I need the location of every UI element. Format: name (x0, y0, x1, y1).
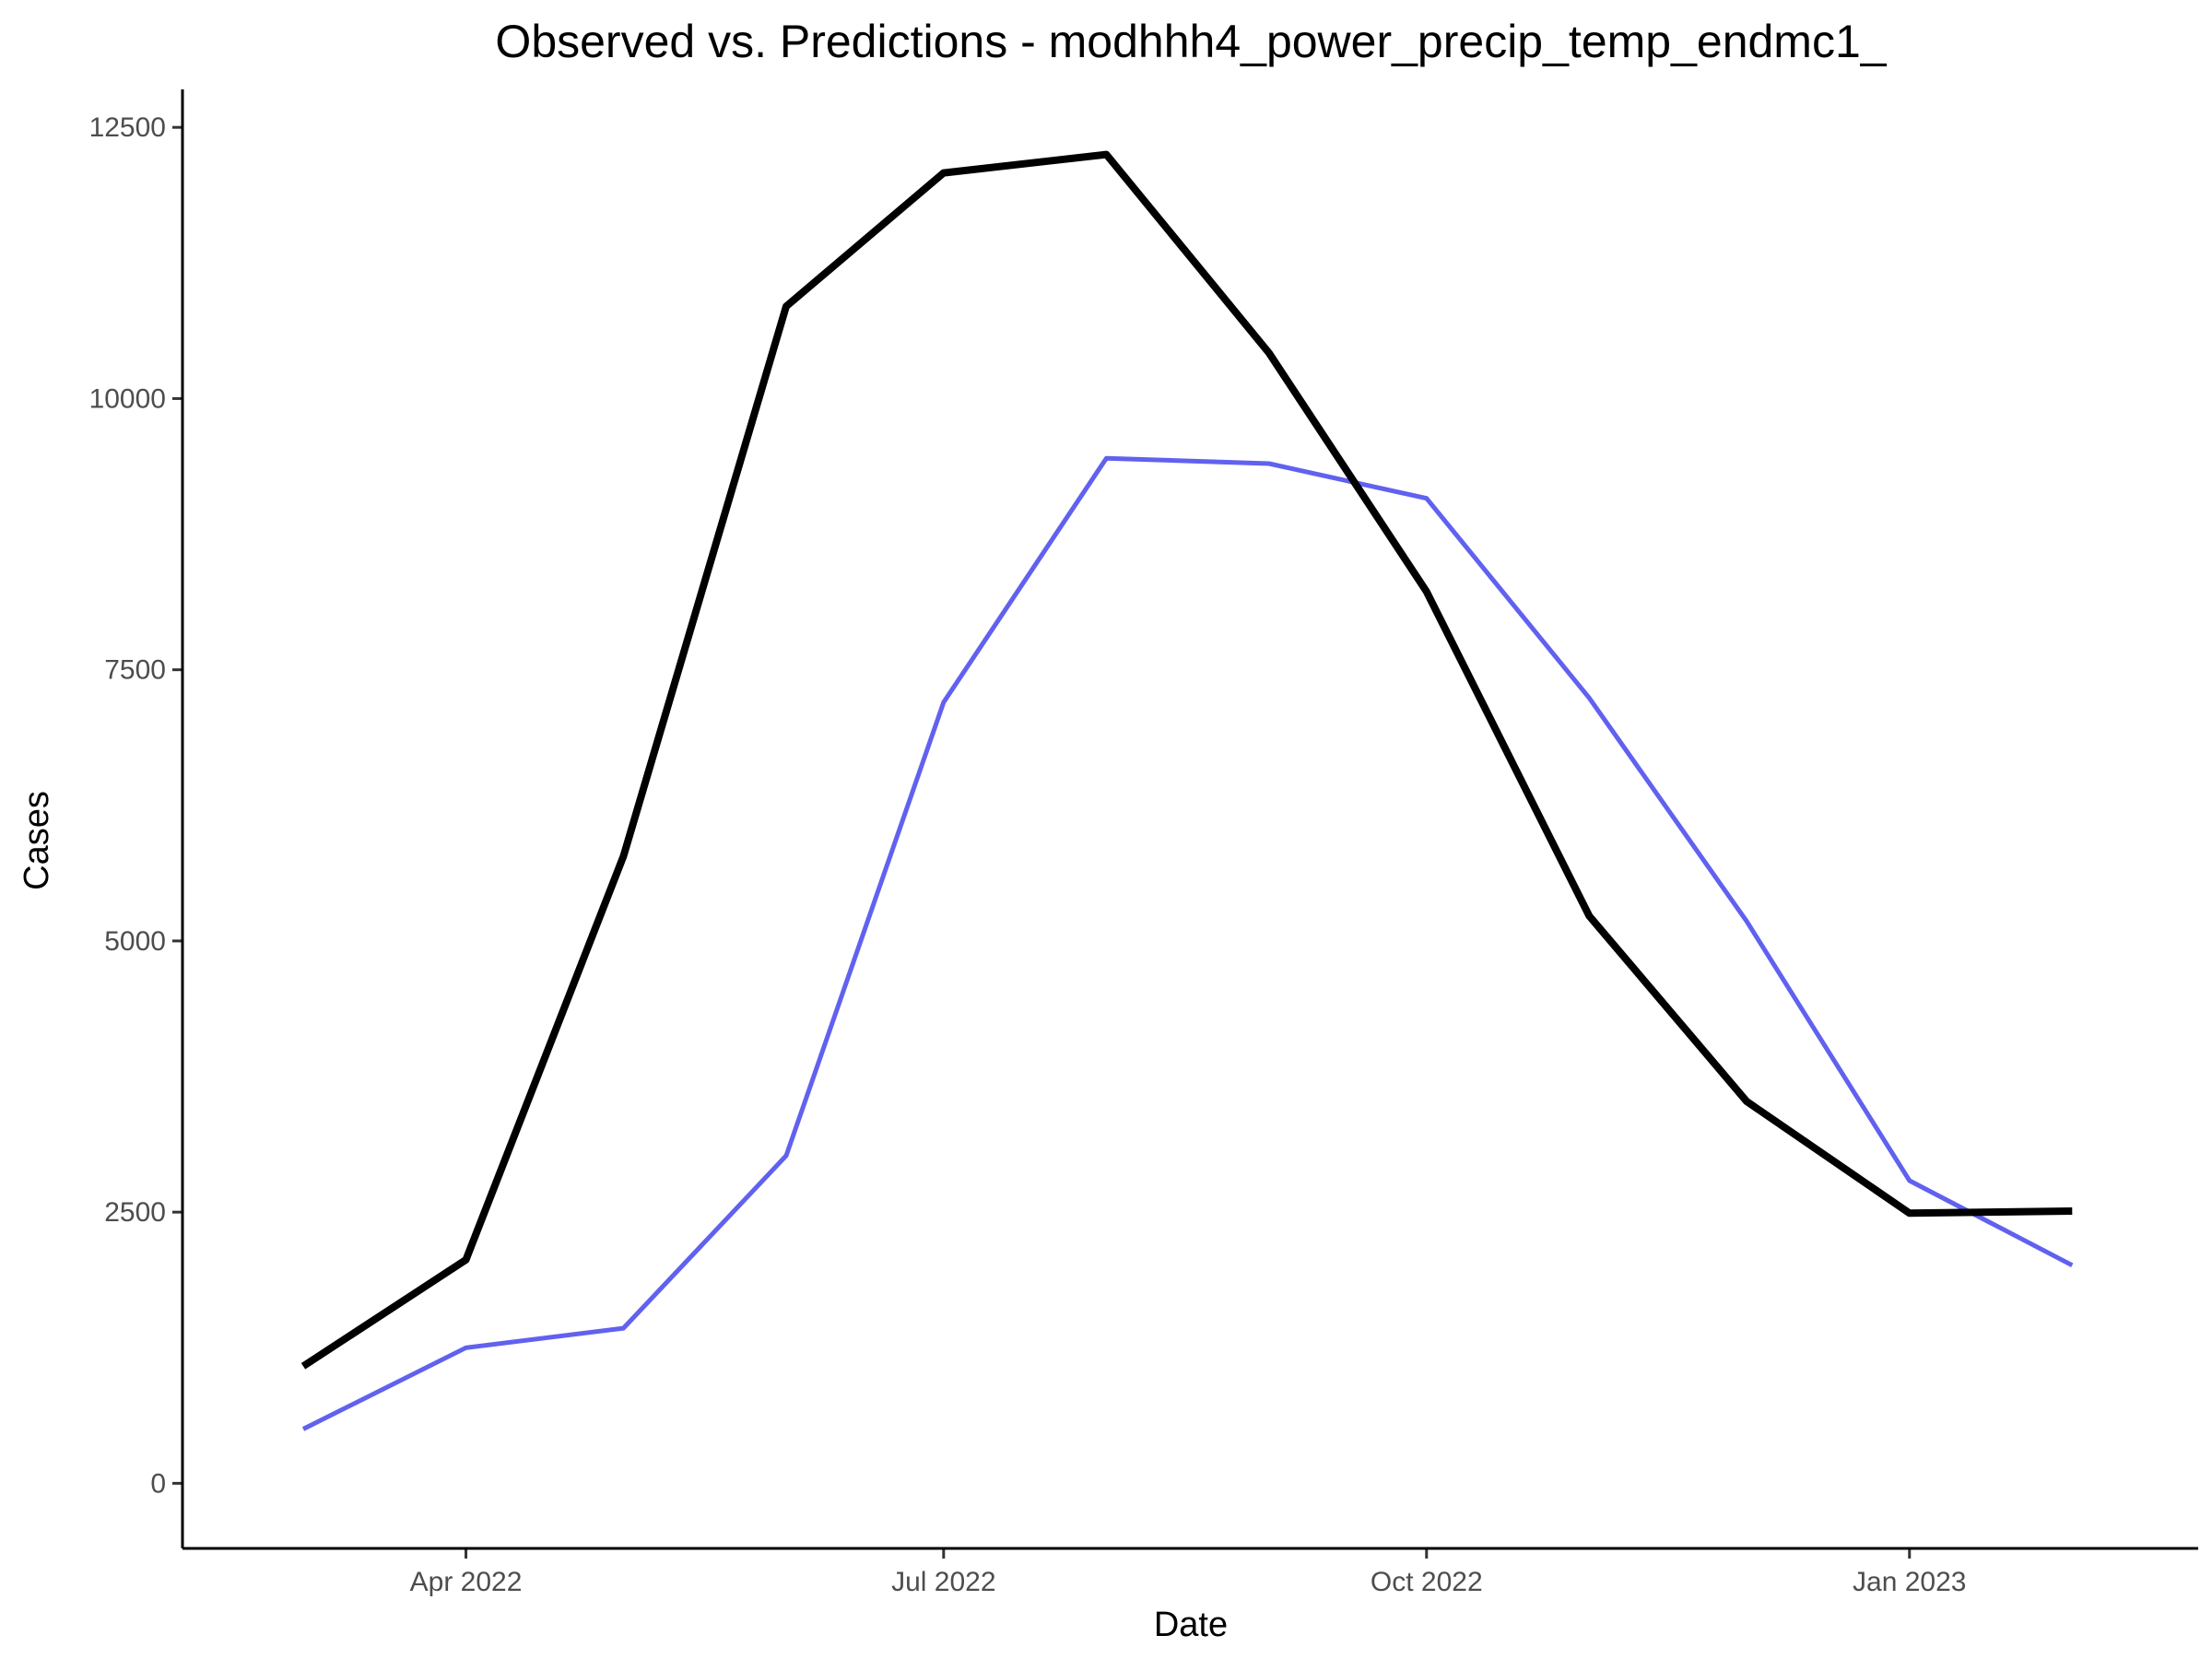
prediction-line (301, 455, 2074, 1431)
y-axis-title: Cases (18, 791, 56, 890)
x-tick-label: Oct 2022 (1371, 1567, 1483, 1597)
y-axis-ticks: 0 2500 5000 7500 10000 12500 (89, 112, 182, 1499)
y-tick-label: 0 (150, 1468, 166, 1499)
y-tick-label: 2500 (104, 1197, 166, 1228)
x-tick-label: Apr 2022 (410, 1567, 523, 1597)
y-tick-label: 5000 (104, 926, 166, 957)
series-layer (300, 150, 2074, 1431)
x-axis-title: Date (1154, 1606, 1228, 1644)
y-tick-label: 12500 (89, 112, 166, 143)
observed-line (300, 150, 2073, 1370)
chart-title: Observed vs. Predictions - modhhh4_power… (495, 16, 1887, 67)
y-tick-label: 10000 (89, 383, 166, 414)
y-tick-label: 7500 (104, 655, 166, 686)
x-tick-label: Jul 2022 (891, 1567, 995, 1597)
x-axis-ticks: Apr 2022 Jul 2022 Oct 2022 Jan 2023 (410, 1548, 1966, 1597)
x-tick-label: Jan 2023 (1853, 1567, 1966, 1597)
